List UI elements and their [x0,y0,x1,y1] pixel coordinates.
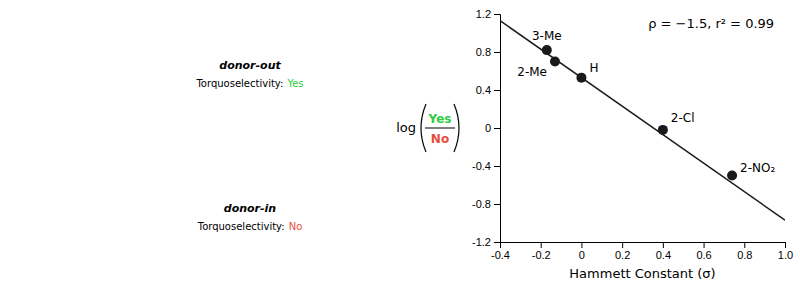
y-title-log: log [396,120,416,135]
chart: -0.4 -0.2 0 0.2 0.4 0.6 0.8 1.0 -1.2 -0.8 -0.4 0 0.4… [0,0,800,286]
plot: -0.4 -0.2 0 0.2 0.4 0.6 0.8 1.0 -1.2 -0.8 -0.4 0 0.4… [472,8,793,281]
tick-label: 0.8 [737,249,752,261]
tick: 0.4 [656,242,671,261]
point-label: 2-NO₂ [740,161,775,175]
tick-label: 0.4 [656,249,671,261]
tick-mark [663,242,664,248]
x-axis: -0.4 -0.2 0 0.2 0.4 0.6 0.8 1.0 [491,242,793,261]
axis-line [494,15,501,243]
tick-mark [581,242,582,248]
tick-mark [622,242,623,248]
tick: -0.4 [472,160,500,172]
tick: 0.8 [737,242,752,261]
tick-mark [494,90,500,91]
tick-mark [744,242,745,248]
tick-mark [785,242,786,248]
tick: -0.8 [472,198,500,210]
tick: -0.2 [532,242,551,261]
point [550,57,560,67]
tick-label: 0.8 [476,46,491,58]
tick: 0.6 [696,242,711,261]
tick-mark [704,242,705,248]
tick-label: -0.2 [532,249,551,261]
point [576,73,586,83]
tick-mark [494,52,500,53]
point-label: 2-Me [517,65,547,79]
parenthesis [421,104,426,152]
tick-mark [494,242,500,243]
panel-note-result: Yes [286,78,303,89]
panel-note-label: Torquoselectivity: [197,221,285,232]
panel-note: Torquoselectivity: No [197,221,303,232]
point-label: H [589,61,598,75]
tick-label: 0.6 [696,249,711,261]
tick: 0.4 [476,84,500,96]
tick: 0 [579,242,585,261]
point-label: 3-Me [532,29,562,43]
panel-note-label: Torquoselectivity: [195,78,283,89]
tick-label: 0 [485,122,491,134]
tick: 0.2 [615,242,630,261]
y-axis: -1.2 -0.8 -0.4 0 0.4 0.8 1.2 [472,8,500,248]
fit-line [500,21,785,221]
x-axis-title: Hammett Constant (σ) [569,266,715,281]
tick-mark [494,166,500,167]
point [542,45,552,55]
y-axis-title: log Yes No [396,104,459,152]
y-title-numerator: Yes [428,112,452,126]
fraction-line [425,128,455,129]
fit-annotation: ρ = −1.5, r² = 0.99 [648,16,774,31]
tick-mark [494,204,500,205]
tick-label: 1.0 [778,249,793,261]
tick-label: 0 [579,249,585,261]
tick: 1.2 [476,8,500,20]
tick-label: -0.4 [472,160,491,172]
tick-label: 1.2 [476,8,491,20]
point [727,171,737,181]
tick: -1.2 [472,236,500,248]
tick: 1.0 [778,242,793,261]
marks [500,21,785,221]
tick-label: -0.8 [472,198,491,210]
tick: -0.4 [491,242,510,261]
panel-note-result: No [289,221,303,232]
point-label: 2-Cl [671,111,695,125]
y-title-denominator: No [431,132,449,146]
panel-heading: donor-in [224,202,277,215]
parenthesis [454,104,459,152]
tick: 0 [485,122,500,134]
tick-label: 0.2 [615,249,630,261]
point [658,125,668,135]
panel-note: Torquoselectivity:Yes [195,78,303,89]
tick-mark [541,242,542,248]
tick-label: -0.4 [491,249,510,261]
tick-label: 0.4 [476,84,491,96]
tick-mark [494,14,500,15]
tick-label: -1.2 [472,236,491,248]
tick: 0.8 [476,46,500,58]
tick-mark [494,128,500,129]
panel-heading: donor-out [219,59,281,72]
axis-line [501,243,786,249]
